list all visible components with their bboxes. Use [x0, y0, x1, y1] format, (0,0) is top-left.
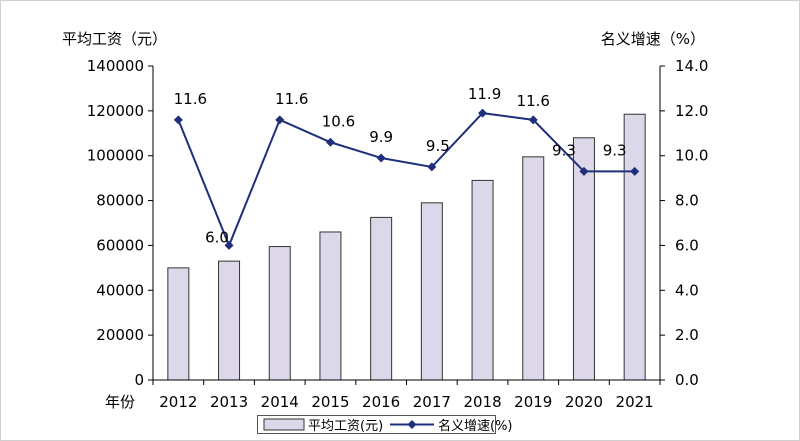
- growth-point-2020: [579, 166, 589, 176]
- data-label-2013: 6.0: [205, 228, 229, 246]
- data-label-2020: 9.3: [552, 141, 576, 159]
- right-tick-label: 10.0: [675, 147, 708, 165]
- left-tick-label: 60000: [96, 236, 144, 254]
- bar-2012: [167, 267, 190, 381]
- data-label-2016: 9.9: [369, 128, 393, 146]
- data-label-2014: 11.6: [275, 90, 308, 108]
- legend-bar-label: 平均工资(元): [308, 419, 383, 434]
- left-tick-label: 120000: [87, 102, 144, 120]
- bar-2017: [420, 202, 443, 381]
- bar-2019: [522, 156, 545, 381]
- left-tick-label: 80000: [96, 192, 144, 210]
- bar-2015: [319, 231, 342, 381]
- right-tick-label: 4.0: [675, 281, 699, 299]
- legend-line-label: 名义增速(%): [438, 418, 513, 434]
- data-label-2015: 10.6: [322, 112, 355, 130]
- bar-2016: [370, 216, 393, 381]
- right-tick-label: 14.0: [675, 57, 708, 75]
- x-tick-label: 2013: [210, 393, 248, 411]
- x-tick-label: 2021: [616, 393, 654, 411]
- legend: 平均工资(元) 名义增速(%): [257, 415, 513, 434]
- growth-point-2014: [275, 115, 285, 125]
- growth-point-2021: [630, 166, 640, 176]
- legend-frame: [257, 415, 496, 434]
- axes-layer: 0 20000 40000 60000 80000 100000 120000 140000 0…: [87, 57, 709, 411]
- x-tick-label: 2020: [565, 393, 603, 411]
- bar-2018: [471, 179, 494, 381]
- labels-layer: 11.6 6.0 11.6 10.6 9.9 9.5 11.9 11.6 9.3 9.3: [174, 85, 627, 246]
- bar-2021: [623, 113, 646, 381]
- legend-line-marker: [407, 420, 417, 429]
- right-tick-label: 12.0: [675, 102, 708, 120]
- bar-2014: [268, 246, 291, 381]
- left-tick-label: 140000: [87, 57, 144, 75]
- right-tick-label: 8.0: [675, 192, 699, 210]
- line-layer: [173, 108, 640, 250]
- left-tick-label: 20000: [96, 326, 144, 344]
- x-tick-label: 2018: [463, 393, 501, 411]
- x-tick-label: 2012: [159, 393, 197, 411]
- left-tick-label: 100000: [87, 147, 144, 165]
- data-label-2021: 9.3: [603, 141, 627, 159]
- x-tick-label: 2017: [413, 393, 451, 411]
- x-tick-label: 2016: [362, 393, 400, 411]
- data-label-2012: 11.6: [174, 90, 207, 108]
- data-label-2018: 11.9: [468, 85, 501, 103]
- x-tick-label: 2014: [261, 393, 299, 411]
- growth-point-2012: [173, 115, 183, 125]
- right-tick-label: 2.0: [675, 326, 699, 344]
- growth-point-2018: [478, 108, 488, 118]
- legend-bar-swatch: [263, 418, 305, 431]
- bar-2013: [218, 260, 241, 381]
- data-label-2017: 9.5: [426, 137, 450, 155]
- left-tick-label: 40000: [96, 281, 144, 299]
- x-tick-label: 2015: [311, 393, 349, 411]
- growth-point-2013: [224, 240, 234, 250]
- x-tick-label: 2019: [514, 393, 552, 411]
- growth-point-2015: [325, 137, 335, 147]
- left-axis-title: 平均工资（元）: [62, 30, 167, 48]
- right-axis-title: 名义增速（%）: [601, 30, 705, 48]
- growth-point-2017: [427, 162, 437, 172]
- left-tick-label: 0: [134, 371, 144, 389]
- right-tick-label: 6.0: [675, 236, 699, 254]
- data-label-2019: 11.6: [517, 92, 550, 110]
- growth-point-2016: [376, 153, 386, 163]
- bars-layer: [167, 113, 646, 381]
- x-axis-title: 年份: [105, 393, 135, 411]
- right-tick-label: 0.0: [675, 371, 699, 389]
- growth-line: [177, 112, 635, 249]
- growth-point-2019: [528, 115, 538, 125]
